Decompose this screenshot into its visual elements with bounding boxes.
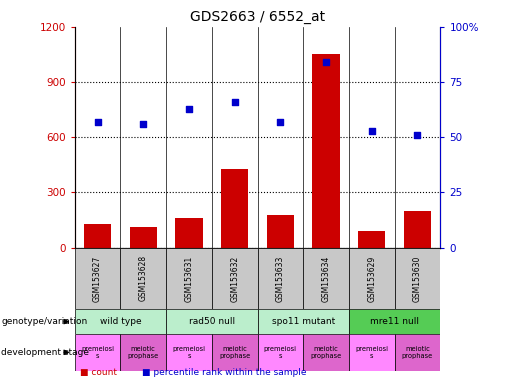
- Bar: [267, 215, 294, 248]
- Point: [368, 127, 376, 134]
- Text: premeiosi
s: premeiosi s: [81, 346, 114, 359]
- Text: GSM153632: GSM153632: [230, 255, 239, 301]
- Text: genotype/variation: genotype/variation: [2, 317, 88, 326]
- Bar: [258, 248, 303, 309]
- Bar: [349, 248, 394, 309]
- Bar: [75, 248, 121, 309]
- Text: spo11 mutant: spo11 mutant: [271, 317, 335, 326]
- Text: rad50 null: rad50 null: [188, 317, 235, 326]
- Point: [231, 99, 239, 105]
- Bar: [358, 231, 385, 248]
- Text: mre11 null: mre11 null: [370, 317, 419, 326]
- Bar: [121, 248, 166, 309]
- Text: GSM153634: GSM153634: [321, 255, 331, 301]
- Bar: [394, 334, 440, 371]
- Text: premeiosi
s: premeiosi s: [173, 346, 205, 359]
- Point: [93, 119, 101, 125]
- Bar: [303, 334, 349, 371]
- Bar: [166, 248, 212, 309]
- Bar: [121, 334, 166, 371]
- Bar: [75, 309, 166, 334]
- Bar: [212, 248, 258, 309]
- Text: meiotic
prophase: meiotic prophase: [128, 346, 159, 359]
- Bar: [258, 309, 349, 334]
- Bar: [349, 334, 394, 371]
- Text: GSM153631: GSM153631: [184, 255, 194, 301]
- Bar: [349, 309, 440, 334]
- Text: GSM153629: GSM153629: [367, 255, 376, 301]
- Bar: [84, 224, 111, 248]
- Text: GSM153630: GSM153630: [413, 255, 422, 301]
- Point: [185, 106, 193, 112]
- Text: wild type: wild type: [99, 317, 141, 326]
- Text: GDS2663 / 6552_at: GDS2663 / 6552_at: [190, 10, 325, 23]
- Point: [322, 59, 330, 65]
- Bar: [258, 334, 303, 371]
- Bar: [394, 248, 440, 309]
- Bar: [212, 334, 258, 371]
- Text: premeiosi
s: premeiosi s: [355, 346, 388, 359]
- Point: [139, 121, 147, 127]
- Bar: [129, 227, 157, 248]
- Text: ■ count: ■ count: [80, 368, 117, 377]
- Bar: [221, 169, 248, 248]
- Bar: [312, 55, 340, 248]
- Bar: [166, 309, 258, 334]
- Text: development stage: development stage: [2, 348, 90, 357]
- Bar: [303, 248, 349, 309]
- Text: GSM153627: GSM153627: [93, 255, 102, 301]
- Text: meiotic
prophase: meiotic prophase: [219, 346, 250, 359]
- Text: meiotic
prophase: meiotic prophase: [311, 346, 341, 359]
- Text: GSM153633: GSM153633: [276, 255, 285, 301]
- Text: ■ percentile rank within the sample: ■ percentile rank within the sample: [142, 368, 306, 377]
- Bar: [404, 211, 431, 248]
- Point: [276, 119, 284, 125]
- Text: meiotic
prophase: meiotic prophase: [402, 346, 433, 359]
- Bar: [166, 334, 212, 371]
- Bar: [75, 334, 121, 371]
- Text: GSM153628: GSM153628: [139, 255, 148, 301]
- Text: premeiosi
s: premeiosi s: [264, 346, 297, 359]
- Bar: [175, 218, 202, 248]
- Point: [414, 132, 422, 138]
